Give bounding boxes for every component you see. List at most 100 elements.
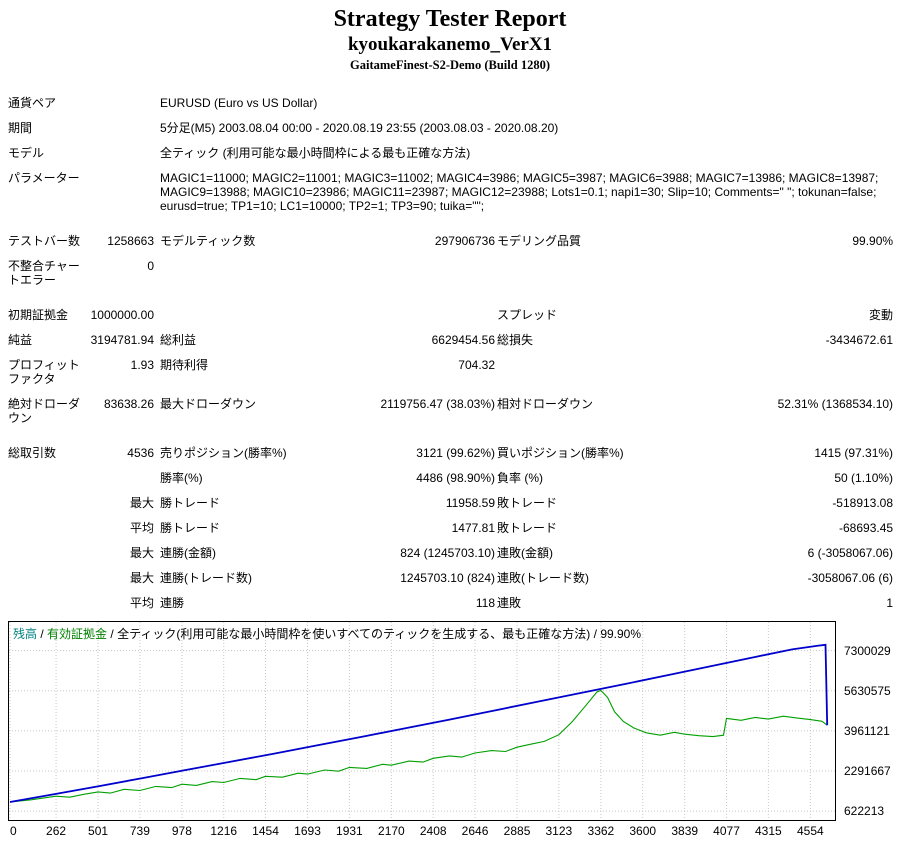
- x-axis-label: 2885: [503, 824, 531, 838]
- stat-value: 5分足(M5) 2003.08.04 00:00 - 2020.08.19 23…: [160, 121, 559, 135]
- x-axis-label: 4077: [713, 824, 740, 838]
- x-axis-label: 2646: [461, 824, 489, 838]
- report-title: Strategy Tester Report: [333, 6, 567, 32]
- stat-value: 297906736: [434, 234, 495, 248]
- stat-value: 1000000.00: [90, 308, 154, 322]
- x-axis-label: 1693: [294, 824, 321, 838]
- stat-value: 最大: [129, 571, 154, 585]
- stat-value: -3058067.06 (6): [807, 571, 894, 585]
- stat-value: -68693.45: [839, 521, 894, 535]
- stat-value: 824 (1245703.10): [400, 546, 495, 560]
- stat-label: [8, 465, 84, 490]
- stat-label: 純益: [8, 333, 33, 347]
- stat-value: 11958.59: [445, 496, 495, 510]
- stat-value: 平均: [129, 596, 154, 610]
- y-axis-label: 2291667: [844, 763, 891, 778]
- stat-value: -518913.08: [832, 496, 894, 510]
- stat-value: [84, 115, 160, 140]
- stat-label: 連勝(金額): [160, 546, 216, 560]
- stat-label: モデリング品質: [497, 234, 582, 248]
- stat-label: 通貨ペア: [8, 96, 57, 110]
- stat-value: 4536: [127, 446, 154, 460]
- stats-table: 通貨ペア EURUSD (Euro vs US Dollar) 期間 5分足(M5) …: [8, 90, 893, 615]
- stat-value: 52.31% (1368534.10): [777, 397, 894, 411]
- stat-value: 3121 (99.62%): [416, 446, 495, 460]
- report-header: Strategy Tester Report kyoukarakanemo_Ve…: [0, 0, 900, 74]
- stat-label: 絶対ドローダウン: [8, 397, 81, 425]
- x-axis-label: 2170: [378, 824, 405, 838]
- stat-label: 買いポジション(勝率%): [497, 446, 624, 460]
- stat-value: 83638.26: [103, 397, 154, 411]
- stat-value: 平均: [129, 521, 154, 535]
- stat-label: モデルティック数: [160, 234, 256, 248]
- stat-value: 118: [475, 596, 495, 610]
- stat-value: 3194781.94: [90, 333, 154, 347]
- stat-value: 704.32: [458, 358, 495, 372]
- stat-label: 期間: [8, 121, 33, 135]
- stat-label: テストバー数: [8, 234, 81, 248]
- stat-value: [84, 90, 160, 115]
- spacer-row: [8, 218, 893, 228]
- server-build: GaitameFinest-S2-Demo (Build 1280): [350, 58, 550, 72]
- stat-label: パラメーター: [8, 171, 80, 185]
- spacer-row: [8, 292, 893, 302]
- x-axis-label: 3600: [629, 824, 657, 838]
- stat-value: MAGIC1=11000; MAGIC2=11001; MAGIC3=11002…: [160, 171, 879, 213]
- x-axis-label: 3362: [587, 824, 615, 838]
- stat-value: [342, 302, 497, 327]
- x-axis-label: 1454: [252, 824, 279, 838]
- stat-label: [160, 302, 342, 327]
- stat-value: 6629454.56: [431, 333, 495, 347]
- stat-label: 初期証拠金: [8, 308, 69, 322]
- x-axis-label: 1931: [336, 824, 363, 838]
- legend-description: 全ティック(利用可能な最小時間枠を使いすべてのティックを生成する、最も正確な方法…: [117, 627, 591, 641]
- stat-value: 1: [886, 596, 894, 610]
- x-axis-label: 739: [129, 824, 150, 838]
- stat-label: 勝率(%): [160, 471, 203, 485]
- stat-value: [84, 140, 160, 165]
- spacer-row: [8, 430, 893, 440]
- stat-value: 1245703.10 (824): [400, 571, 495, 585]
- stat-label: 連敗(金額): [497, 546, 553, 560]
- legend-equity: 有効証拠金: [47, 627, 108, 641]
- stat-label: 負率 (%): [497, 471, 543, 485]
- stat-label: 勝トレード: [160, 521, 221, 535]
- stat-value: 全ティック (利用可能な最小時間枠による最も正確な方法): [160, 146, 471, 160]
- stat-value: 99.90%: [852, 234, 894, 248]
- stat-label: [8, 565, 84, 590]
- stat-label: [8, 590, 84, 615]
- y-axis-label: 7300029: [844, 643, 891, 658]
- stat-label: 連勝(トレード数): [160, 571, 252, 585]
- x-axis-label: 262: [46, 824, 67, 838]
- stat-label: スプレッド: [497, 308, 558, 322]
- legend-separator: /: [107, 627, 118, 641]
- stat-label: 敗トレード: [497, 496, 558, 510]
- stat-value: 4486 (98.90%): [416, 471, 495, 485]
- x-axis-label: 4315: [755, 824, 782, 838]
- stat-value: -3434672.61: [825, 333, 894, 347]
- y-axis-label: 3961121: [844, 723, 890, 738]
- stat-value: [84, 165, 160, 218]
- legend-balance: 残高: [13, 627, 38, 641]
- equity-line: [9, 689, 828, 803]
- stat-value: 最大: [129, 546, 154, 560]
- x-axis-label: 2408: [419, 824, 447, 838]
- stat-value: [84, 465, 160, 490]
- stat-label: 不整合チャートエラー: [8, 259, 80, 287]
- stat-label: [8, 540, 84, 565]
- stat-label: 連敗(トレード数): [497, 571, 589, 585]
- x-axis-label: 4554: [797, 824, 824, 838]
- stat-label: モデル: [8, 146, 45, 160]
- balance-chart: 残高 / 有効証拠金 / 全ティック(利用可能な最小時間枠を使いすべてのティック…: [8, 621, 836, 821]
- stat-label: 敗トレード: [497, 521, 558, 535]
- x-axis-label: 501: [88, 824, 109, 838]
- stat-label: [497, 352, 697, 391]
- stat-label: 総利益: [160, 333, 197, 347]
- stat-value: 1258663: [107, 234, 154, 248]
- stat-label: 総損失: [497, 333, 534, 347]
- stat-value: 50 (1.10%): [834, 471, 894, 485]
- stat-label: 連勝: [160, 596, 185, 610]
- balance-line: [9, 643, 829, 803]
- x-axis-label: 3123: [545, 824, 573, 838]
